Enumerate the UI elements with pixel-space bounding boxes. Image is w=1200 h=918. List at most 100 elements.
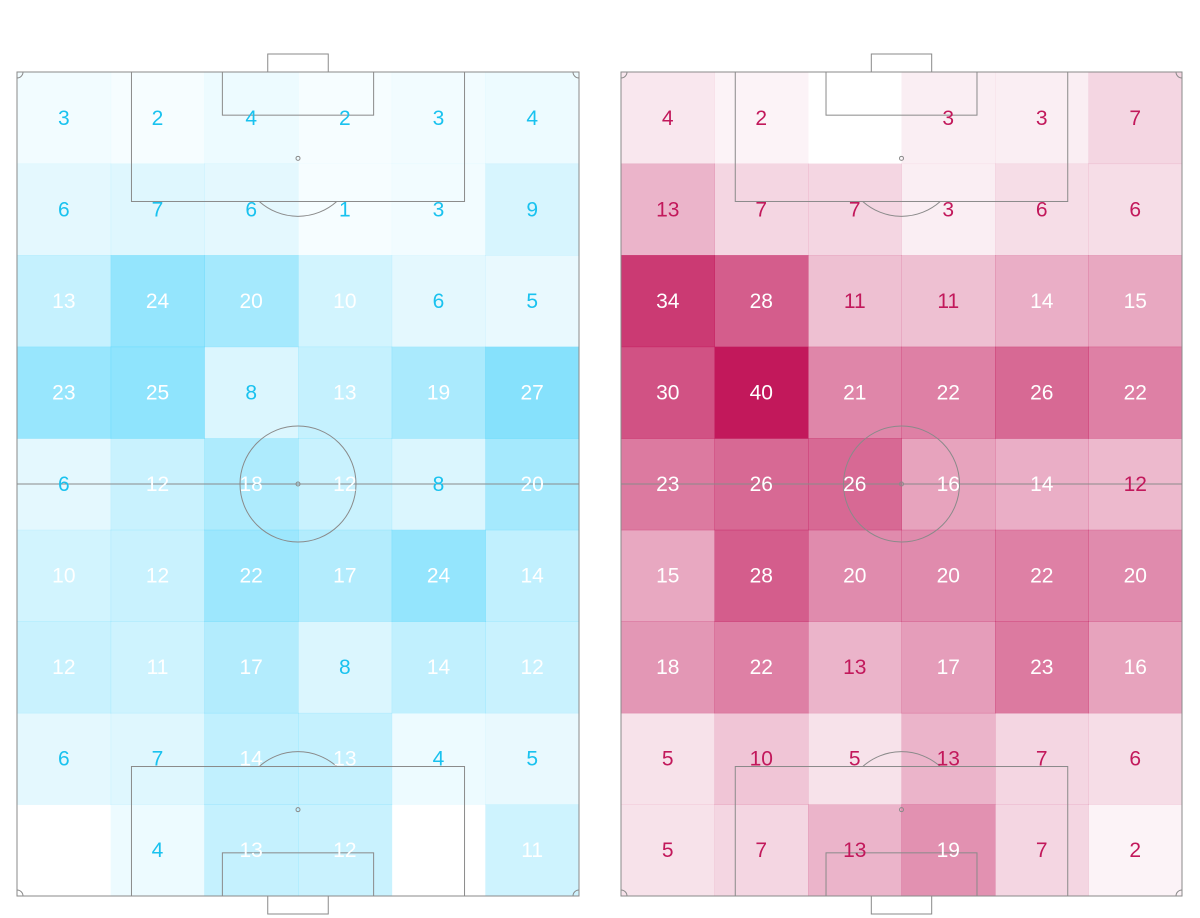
heatmap-cell <box>714 621 809 714</box>
centre-circle <box>843 425 960 543</box>
cell-value-label: 20 <box>520 473 543 496</box>
cell-value-label: 14 <box>1030 290 1054 313</box>
heatmap-cell <box>17 163 112 256</box>
heatmap-cell <box>1088 346 1183 439</box>
heatmap-cell <box>995 255 1089 348</box>
heatmap-cell <box>995 72 1089 165</box>
cell-value-label: 11 <box>521 839 543 862</box>
cell-value-label: 11 <box>937 290 959 313</box>
heatmap-cell <box>995 804 1089 897</box>
cell-value-label: 7 <box>755 839 767 862</box>
heatmap-cell <box>204 163 299 256</box>
corner-arc <box>1175 889 1183 897</box>
heatmap-cell <box>714 163 809 256</box>
cell-value-label: 22 <box>1030 565 1053 588</box>
cell-value-label: 12 <box>146 473 169 496</box>
heatmap-cell <box>1088 712 1183 805</box>
cell-value-label: 18 <box>239 473 262 496</box>
heatmap-cell <box>485 621 580 714</box>
cell-value-label: 40 <box>750 381 773 404</box>
heatmap-cell <box>621 346 715 439</box>
cell-value-label: 4 <box>152 839 164 862</box>
heatmap-cell <box>1088 804 1183 897</box>
cell-value-label: 23 <box>1030 656 1053 679</box>
cell-value-label: 3 <box>58 107 70 130</box>
cell-value-label: 20 <box>239 290 262 313</box>
cell-value-label: 25 <box>146 381 169 404</box>
cell-value-label: 8 <box>245 381 257 404</box>
cell-value-label: 7 <box>1129 107 1141 130</box>
centre-spot <box>899 481 904 487</box>
corner-arc <box>1175 71 1183 79</box>
cell-value-label: 2 <box>339 107 351 130</box>
cell-value-label: 20 <box>937 565 960 588</box>
heatmap-cell <box>298 712 393 805</box>
corner-arc <box>572 71 580 79</box>
cell-value-label: 5 <box>849 748 861 771</box>
cell-value-label: 12 <box>520 656 543 679</box>
cell-value-label: 17 <box>239 656 262 679</box>
cell-value-label: 5 <box>526 748 538 771</box>
cell-value-label: 26 <box>750 473 773 496</box>
cell-value-label: 12 <box>333 839 356 862</box>
cell-value-label: 6 <box>245 198 257 221</box>
cell-value-label: 10 <box>52 565 75 588</box>
cell-value-label: 23 <box>656 473 679 496</box>
cell-value-label: 6 <box>58 748 70 771</box>
heatmap-cell <box>714 255 809 348</box>
heatmap-cell <box>298 72 393 165</box>
heatmap-cell <box>485 346 580 439</box>
cell-value-label: 12 <box>52 656 75 679</box>
heatmap-cell <box>110 712 205 805</box>
cell-value-label: 23 <box>52 381 75 404</box>
cell-value-label: 2 <box>1129 839 1141 862</box>
heatmap-cell <box>808 72 902 164</box>
cell-value-label: 14 <box>520 565 544 588</box>
heatmap-cell <box>110 621 205 714</box>
pitch-lines <box>620 53 1183 915</box>
cell-value-label: 28 <box>750 290 773 313</box>
cell-value-label: 24 <box>146 290 170 313</box>
heatmap-cell <box>621 255 715 348</box>
heatmap-cell <box>1088 255 1183 348</box>
cell-value-label: 17 <box>333 565 356 588</box>
heatmap-cell <box>621 712 715 805</box>
centre-circle <box>239 425 357 543</box>
heatmap-cell <box>391 621 486 714</box>
cell-value-label: 11 <box>147 656 169 679</box>
heatmap-cell <box>485 72 580 165</box>
heatmap-cell <box>485 163 580 256</box>
heatmap-cell <box>392 804 486 896</box>
heatmap-cell <box>1088 529 1183 622</box>
penalty-arc-top <box>258 201 338 217</box>
heatmap-cell <box>204 529 299 622</box>
heatmap-cell <box>1088 163 1183 256</box>
goal-top <box>267 53 329 73</box>
cell-value-label: 24 <box>427 565 451 588</box>
cell-value-label: 7 <box>755 198 767 221</box>
heatmap-cell <box>110 255 205 348</box>
cell-value-label: 7 <box>1036 748 1048 771</box>
cell-value-label: 6 <box>1036 198 1048 221</box>
cell-value-label: 3 <box>433 198 445 221</box>
heatmap-cell <box>901 712 996 805</box>
cell-value-label: 8 <box>339 656 351 679</box>
cell-value-label: 22 <box>1124 381 1147 404</box>
cell-value-label: 8 <box>433 473 445 496</box>
cell-value-label: 6 <box>433 290 445 313</box>
heatmap-cell <box>204 72 299 165</box>
heatmap-labels: 3 2 4 2 3 46 7 6 1 3 913 24 20 10 6 523 25 8 13 19 276 12 18 12… <box>52 107 544 862</box>
penalty-arc-bottom <box>258 751 338 767</box>
cell-value-label: 5 <box>662 839 674 862</box>
heatmap-cell <box>110 529 205 622</box>
heatmap-cell <box>808 804 902 897</box>
cell-value-label: 19 <box>937 839 960 862</box>
cell-value-label: 6 <box>58 198 70 221</box>
penalty-spot-top <box>899 155 904 161</box>
heatmap-cell <box>485 712 580 805</box>
penalty-arc-bottom <box>862 751 941 767</box>
heatmap-cell <box>808 255 902 348</box>
heatmap-cell <box>995 346 1089 439</box>
heatmap-cell <box>621 621 715 714</box>
